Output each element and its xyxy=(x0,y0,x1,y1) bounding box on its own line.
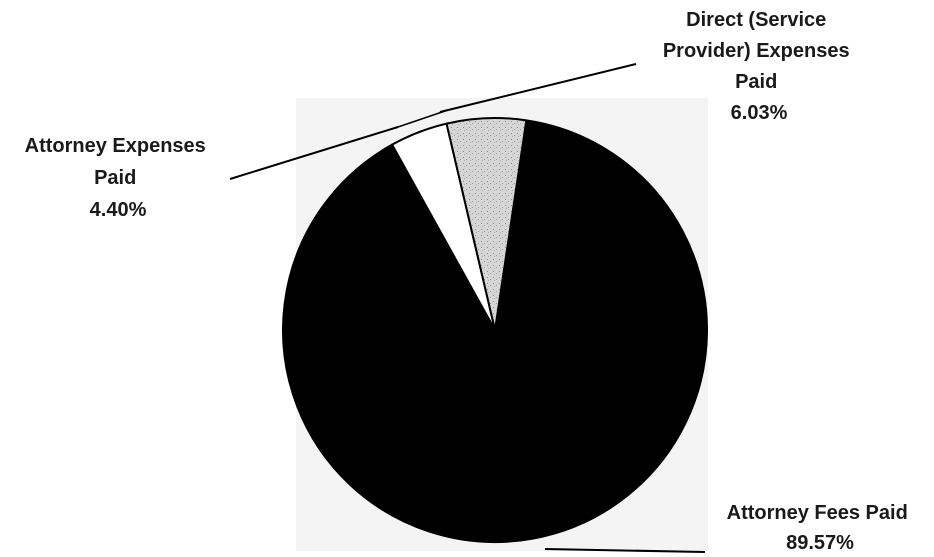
leader-line-attorney-expenses xyxy=(229,126,399,180)
leader-line-attorney-fees xyxy=(544,548,706,553)
label-direct-expenses-line-4: 6.03% xyxy=(731,102,788,124)
label-attorney-expenses-line-3: 4.40% xyxy=(90,199,147,221)
label-attorney-expenses-line-2: Paid xyxy=(94,167,136,189)
slice-direct-expenses xyxy=(445,117,528,331)
label-direct-expenses-line-3: Paid xyxy=(735,71,777,93)
pie-slices xyxy=(282,117,709,543)
slice-attorney-fees xyxy=(282,119,709,543)
leader-line-direct-expenses xyxy=(439,63,637,113)
label-attorney-fees-line-1: Attorney Fees Paid xyxy=(727,502,908,524)
label-attorney-fees: Attorney Fees Paid 89.57% xyxy=(727,502,914,554)
label-direct-expenses-line-2: Provider) Expenses xyxy=(663,40,850,62)
label-attorney-expenses-line-1: Attorney Expenses xyxy=(25,135,206,157)
label-direct-expenses: Direct (Service Provider) Expenses Paid … xyxy=(663,9,855,124)
label-direct-expenses-line-1: Direct (Service xyxy=(686,9,826,31)
leader-line-attorney-expenses-extension xyxy=(397,109,449,128)
label-attorney-fees-line-2: 89.57% xyxy=(786,532,854,554)
label-attorney-expenses: Attorney Expenses Paid 4.40% xyxy=(25,135,212,221)
